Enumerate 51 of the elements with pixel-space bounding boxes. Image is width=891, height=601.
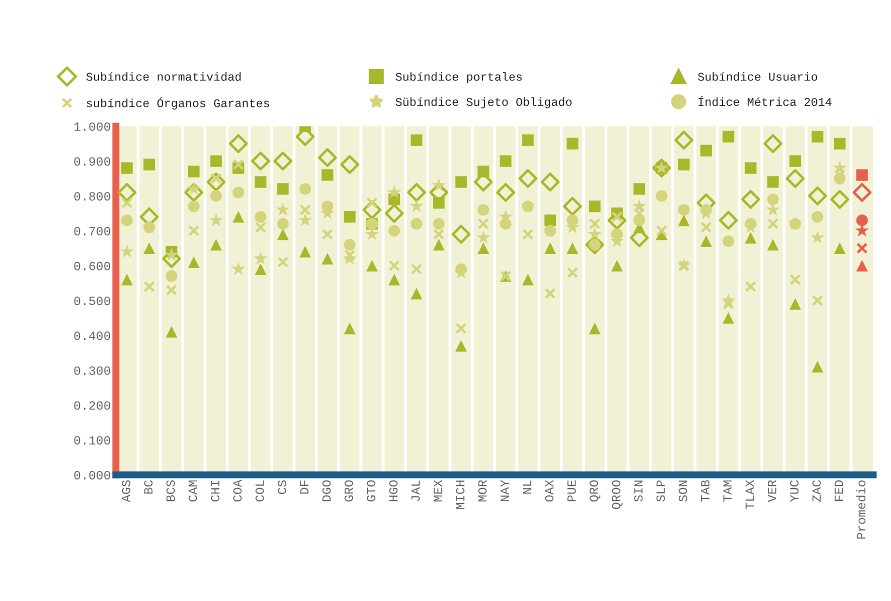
y-tick-label: 0.200: [74, 401, 110, 410]
x-tick-label: QROO: [612, 480, 623, 510]
x-tick-label: PUE: [567, 480, 576, 502]
x-tick-label: HGO: [389, 480, 398, 502]
y-tick-label: 0.600: [74, 262, 110, 270]
x-tick-label: TAM: [723, 480, 732, 502]
legend-label: Índice Métrica 2014: [698, 96, 832, 106]
y-tick-label: 0.800: [74, 192, 110, 201]
x-tick-label: TAB: [701, 480, 710, 502]
legend-label: Sübíndice Sujeto Obligado: [396, 97, 572, 108]
y-tick-label: 0.400: [74, 332, 110, 340]
x-tick-label: OAX: [545, 480, 554, 502]
y-tick-label: 0.700: [74, 226, 110, 236]
y-tick-label: 0.000: [74, 470, 110, 480]
x-tick-label: MICH: [456, 480, 464, 509]
x-tick-label: NL: [522, 480, 532, 494]
x-tick-label: ZAC: [812, 480, 821, 502]
x-tick-label: MOR: [478, 480, 487, 502]
x-tick-label: GTO: [366, 480, 376, 502]
legend-label: Subíndice Usuario: [698, 72, 818, 81]
x-tick-label: TLAX: [746, 480, 754, 510]
x-tick-label: BC: [144, 480, 153, 494]
x-tick-label: JAL: [412, 480, 420, 502]
x-tick-label: CAM: [188, 480, 198, 502]
x-tick-label: FED: [834, 480, 843, 501]
legend-label: subíndice Órganos Garantes: [86, 97, 270, 110]
legend-label: Subíndice normatividad: [86, 72, 241, 81]
y-tick-label: 0.300: [74, 366, 110, 375]
x-tick-label: AGS: [122, 480, 130, 502]
x-tick-label: GRO: [344, 480, 354, 502]
y-tick-label: 0.100: [74, 436, 110, 445]
x-tick-label: SIN: [634, 480, 643, 502]
x-tick-label: MEX: [434, 480, 442, 502]
x-tick-label: COL: [255, 480, 264, 502]
x-tick-label: Promedio: [856, 480, 866, 539]
y-tick-label: 1.000: [74, 122, 110, 131]
y-tick-label: 0.900: [74, 157, 110, 166]
x-tick-label: NAY: [500, 480, 509, 502]
y-tick-label: 0.500: [74, 296, 110, 306]
x-tick-label: BCS: [166, 480, 175, 502]
x-tick-label: YUC: [790, 480, 799, 502]
x-tick-label: SLP: [656, 480, 665, 502]
x-tick-label: SON: [678, 480, 688, 502]
x-tick-label: VER: [768, 480, 776, 502]
x-tick-label: DGO: [322, 480, 331, 502]
x-tick-label: CS: [278, 480, 286, 494]
x-tick-label: DF: [300, 480, 308, 494]
x-tick-label: QRO: [590, 480, 600, 502]
x-tick-label: COA: [233, 480, 242, 502]
x-tick-label: CHI: [210, 480, 220, 502]
legend-label: Subíndice portales: [396, 72, 522, 84]
